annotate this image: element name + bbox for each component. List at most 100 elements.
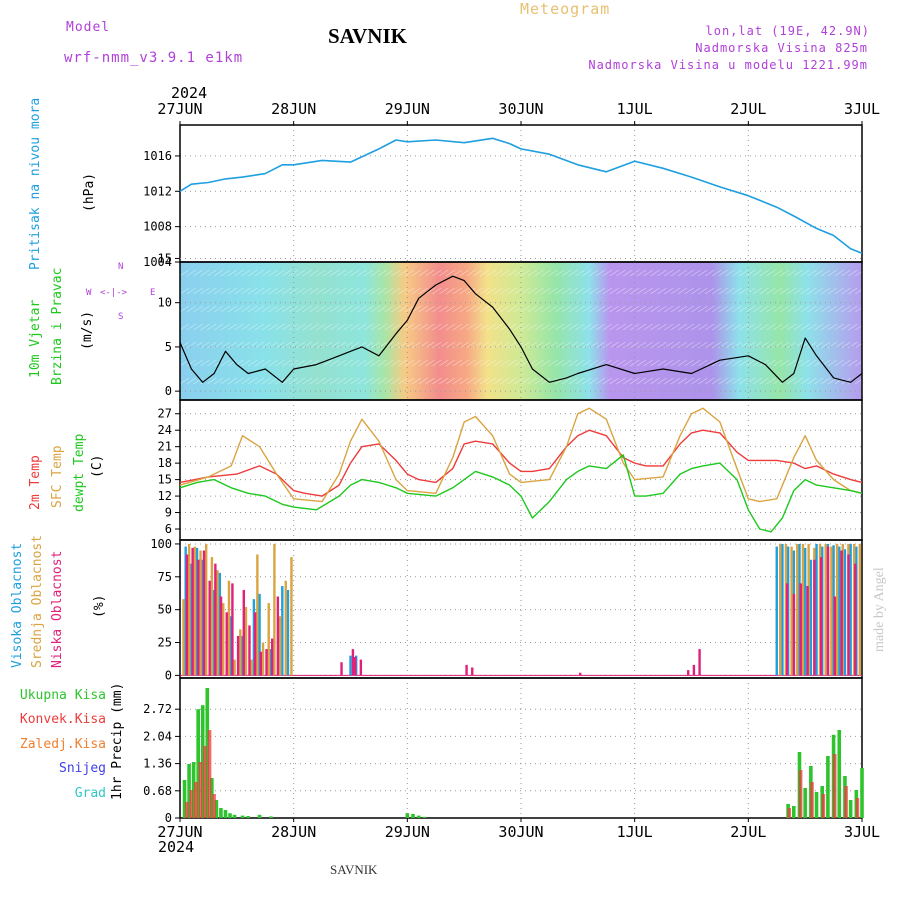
cloud-bar [216, 570, 219, 676]
wind-barb [370, 323, 381, 331]
wind-barb [704, 287, 715, 295]
wind-barb [602, 323, 613, 331]
wind-barb [820, 377, 831, 385]
wind-barb [316, 305, 326, 313]
wind-barb [288, 377, 299, 385]
wind-barb [343, 305, 353, 313]
cloud-bar [832, 545, 835, 676]
wind-barb [384, 269, 394, 277]
wind-barb [357, 377, 367, 385]
wind-barb [609, 341, 619, 349]
cloud-bar [219, 596, 223, 676]
wind-barb [616, 359, 626, 367]
wind-barb [657, 287, 667, 295]
wind-barb [759, 323, 769, 331]
wind-barb [766, 287, 776, 295]
wind-barb [752, 323, 763, 331]
wind-barb [698, 287, 708, 295]
wind-barb [186, 341, 197, 349]
wind-barb [254, 323, 265, 331]
wind-barb [282, 377, 292, 385]
wind-barb [848, 323, 858, 331]
cloud-bar [252, 599, 256, 676]
wind-barb [295, 269, 306, 277]
wind-barb [500, 287, 510, 295]
wind-barb [261, 377, 272, 385]
cloud-bar [227, 580, 231, 676]
wind-barb [779, 269, 790, 277]
wind-barb [691, 269, 701, 277]
precip-bar [269, 816, 273, 818]
precip-bar [212, 794, 216, 818]
wind-barb [677, 269, 688, 277]
wind-barb [527, 341, 538, 349]
precip-bar [214, 800, 219, 818]
cloud-bar [290, 557, 293, 676]
wind-barb [473, 305, 483, 313]
wind-barb [527, 287, 538, 295]
cloud-bar [276, 596, 280, 676]
wind-barb [575, 323, 585, 331]
wind-barb [657, 377, 667, 385]
wind-barb [561, 269, 572, 277]
wind-barb [541, 323, 551, 331]
wind-barb [691, 341, 701, 349]
wind-barb [357, 341, 367, 349]
wind-barb [814, 359, 824, 367]
wind-barb [602, 305, 613, 313]
wind-barb [745, 341, 756, 349]
wind-barb [664, 269, 674, 277]
precip-bar [422, 816, 427, 818]
wind-barb [711, 341, 722, 349]
wind-barb [745, 305, 756, 313]
cloud-bar [351, 649, 355, 676]
precip-bar [803, 788, 807, 818]
wind-barb [302, 305, 312, 313]
wind-barb [739, 359, 749, 367]
wind-barb [418, 305, 428, 313]
precip-bar [198, 762, 203, 818]
cloud-bar [781, 543, 784, 676]
wind-barb [486, 359, 497, 367]
wind-barb [616, 269, 626, 277]
wind-barb [807, 287, 817, 295]
y-tick-label: 5 [165, 340, 172, 354]
wind-barb [452, 377, 462, 385]
wind-barb [220, 323, 231, 331]
wind-barb [568, 269, 578, 277]
wind-barb [793, 287, 803, 295]
cloud-bar [801, 543, 805, 676]
wind-barb [520, 377, 531, 385]
wind-barb [732, 269, 742, 277]
wind-barb [841, 341, 851, 349]
cloud-bar [813, 559, 816, 676]
wind-barb [486, 305, 497, 313]
wind-barb [575, 287, 585, 295]
wind-barb [357, 287, 367, 295]
wind-barb [234, 305, 244, 313]
wind-barb [220, 287, 231, 295]
precip-bar [411, 814, 415, 818]
wind-barb [261, 287, 272, 295]
cloud-bar [353, 656, 357, 676]
wind-barb [725, 359, 735, 367]
wind-barb [377, 341, 387, 349]
precip-legend-graupel: Grad [74, 786, 106, 801]
wind-barb [186, 377, 197, 385]
wind-barb [786, 377, 797, 385]
wind-barb [473, 341, 483, 349]
wind-barb [370, 287, 381, 295]
wind-barb [466, 287, 476, 295]
precip-bar [194, 782, 198, 818]
x-tick-label-bottom: 30JUN [498, 823, 543, 841]
wind-barb [493, 269, 503, 277]
wind-barb [377, 377, 387, 385]
wind-barb [534, 323, 544, 331]
wind-barb [814, 305, 824, 313]
wind-barb [691, 323, 701, 331]
cloud-bar [698, 649, 701, 676]
wind-barb [234, 377, 244, 385]
wind-barb [732, 359, 742, 367]
wind-barb [657, 269, 667, 277]
wind-barb [602, 377, 613, 385]
